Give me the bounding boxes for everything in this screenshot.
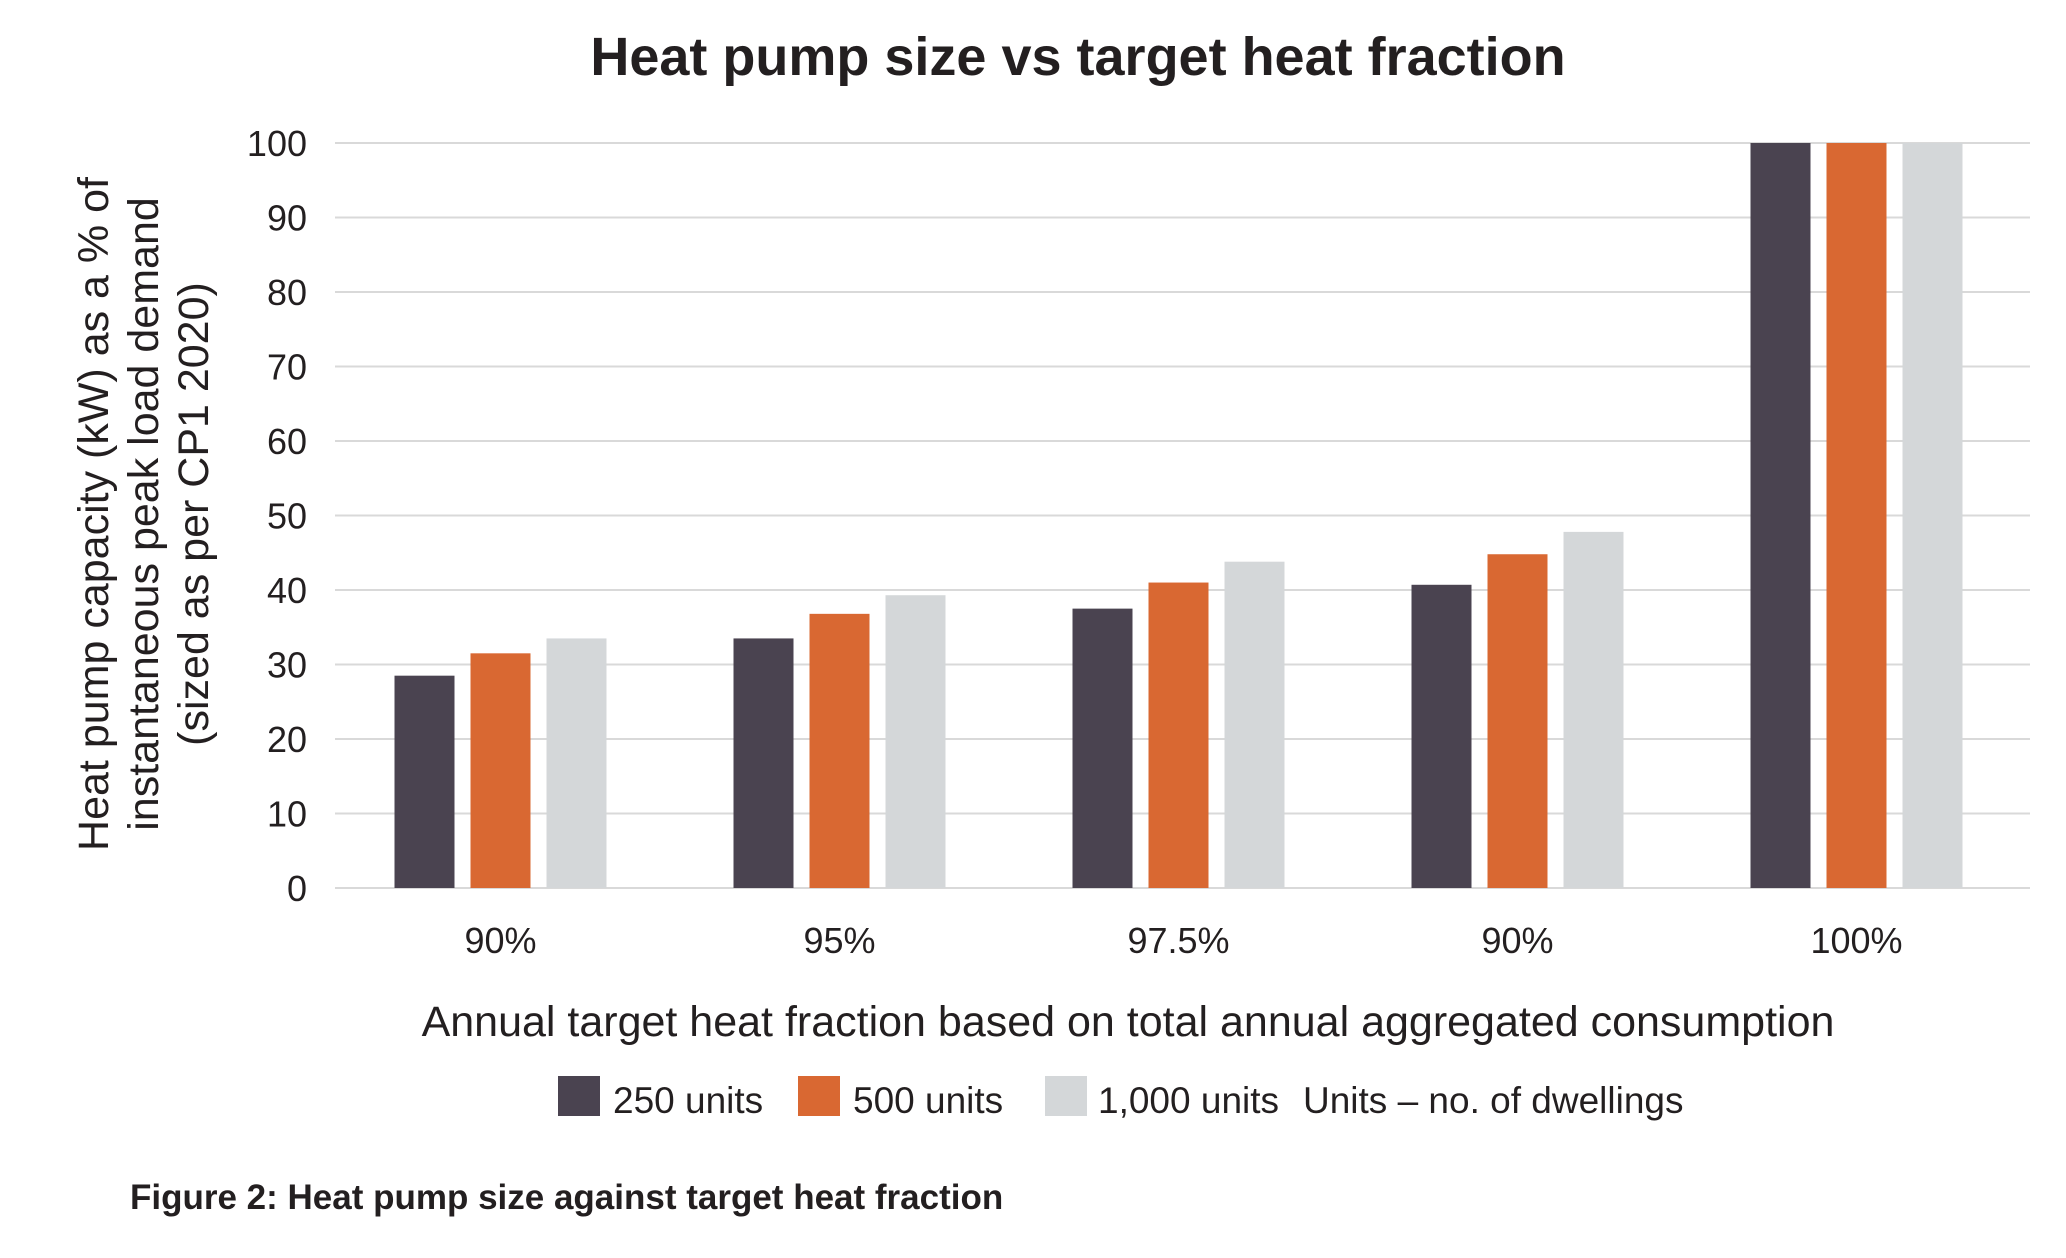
figure-caption: Figure 2: Heat pump size against target … — [130, 1178, 1003, 1217]
bar-500-units-1 — [809, 613, 870, 888]
bar-1-000-units-2 — [1224, 561, 1285, 888]
legend: 250 units 500 units 1,000 units Units – … — [558, 1076, 1683, 1121]
legend-label-1000-units: 1,000 units — [1098, 1080, 1279, 1121]
bar-1-000-units-3 — [1563, 531, 1624, 888]
y-tick-label: 0 — [287, 868, 307, 909]
y-tick-label: 70 — [267, 347, 307, 388]
legend-label-250-units: 250 units — [613, 1080, 763, 1121]
y-axis-label-line-1: Heat pump capacity (kW) as a % of — [70, 176, 118, 851]
bar-500-units-2 — [1148, 582, 1209, 888]
legend-note: Units – no. of dwellings — [1303, 1080, 1683, 1121]
legend-swatch-500-units — [798, 1076, 840, 1116]
x-tick-label: 90% — [1481, 920, 1553, 961]
y-tick-label: 20 — [267, 719, 307, 760]
bar-1-000-units-0 — [546, 638, 607, 888]
y-tick-label: 100 — [247, 123, 307, 164]
bar-500-units-3 — [1487, 554, 1548, 888]
x-tick-label: 95% — [803, 920, 875, 961]
x-tick-label: 100% — [1810, 920, 1902, 961]
legend-label-500-units: 500 units — [853, 1080, 1003, 1121]
legend-swatch-250-units — [558, 1076, 600, 1116]
legend-swatch-1000-units — [1045, 1076, 1087, 1116]
bar-1-000-units-1 — [885, 595, 946, 888]
y-tick-label: 10 — [267, 794, 307, 835]
y-axis-ticks: 0 10 20 30 40 50 60 70 80 90 100 — [247, 123, 307, 909]
bar-250-units-0 — [394, 675, 455, 888]
x-axis-label: Annual target heat fraction based on tot… — [422, 998, 1835, 1046]
y-tick-label: 50 — [267, 496, 307, 537]
x-tick-label: 90% — [464, 920, 536, 961]
y-axis-label-line-3: (sized as per CP1 2020) — [170, 282, 218, 746]
y-tick-label: 90 — [267, 198, 307, 239]
x-axis-ticks: 90% 95% 97.5% 90% 100% — [464, 920, 1902, 961]
bar-500-units-0 — [470, 653, 531, 888]
bar-250-units-1 — [733, 638, 794, 888]
bar-1-000-units-4 — [1902, 143, 1963, 888]
bar-250-units-4 — [1750, 143, 1811, 888]
bar-250-units-2 — [1072, 608, 1133, 888]
y-tick-label: 40 — [267, 570, 307, 611]
bar-500-units-4 — [1826, 143, 1887, 888]
y-axis-label: Heat pump capacity (kW) as a % of instan… — [70, 176, 218, 851]
y-tick-label: 80 — [267, 272, 307, 313]
bar-250-units-3 — [1411, 584, 1472, 888]
chart-title: Heat pump size vs target heat fraction — [590, 27, 1565, 87]
x-tick-label: 97.5% — [1127, 920, 1229, 961]
y-axis-label-line-2: instantaneous peak load demand — [120, 197, 168, 831]
y-tick-label: 60 — [267, 421, 307, 462]
bars — [394, 143, 1963, 888]
y-tick-label: 30 — [267, 645, 307, 686]
